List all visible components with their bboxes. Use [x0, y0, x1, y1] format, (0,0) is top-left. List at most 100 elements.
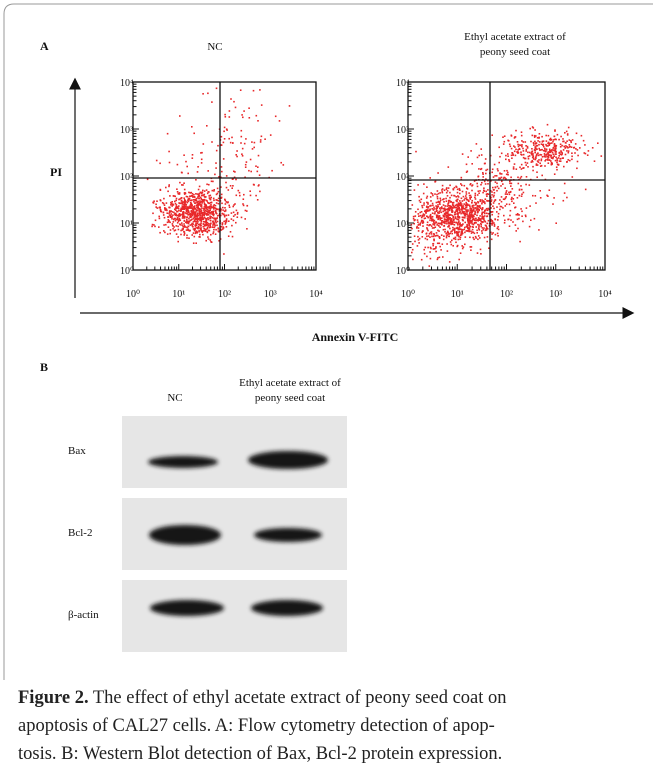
event-dot [213, 208, 215, 210]
event-dot [418, 215, 420, 217]
event-dot [547, 134, 550, 137]
event-dot [454, 230, 456, 233]
event-dot [576, 160, 579, 163]
event-dot [521, 193, 523, 195]
event-dot [423, 204, 425, 206]
event-dot [177, 240, 179, 243]
event-dot [461, 219, 464, 221]
event-dot [271, 169, 273, 172]
event-dot [159, 231, 161, 234]
event-dot [477, 201, 479, 203]
event-dot [221, 222, 224, 225]
event-dot [435, 247, 437, 249]
event-dot [466, 223, 468, 226]
event-dot [214, 220, 217, 223]
event-dot [206, 214, 208, 216]
event-dot [478, 168, 480, 170]
event-dot [259, 190, 261, 193]
event-dot [202, 189, 204, 192]
event-dot [206, 217, 208, 220]
event-dot [231, 187, 233, 189]
event-dot [421, 204, 423, 207]
event-dot [483, 187, 485, 189]
event-dot [466, 226, 468, 228]
event-dot [549, 139, 552, 141]
event-dot [527, 151, 529, 154]
event-dot [475, 204, 477, 206]
event-dot [429, 196, 432, 198]
event-dot [249, 190, 251, 192]
event-dot [195, 179, 197, 181]
event-dot [206, 226, 209, 229]
event-dot [444, 213, 446, 216]
event-dot [187, 221, 190, 224]
event-dot [437, 192, 440, 195]
figure: A PI Annexin V-FITC B NC10⁰10⁰10¹10¹10²1… [3, 3, 653, 680]
event-dot [548, 189, 551, 191]
event-dot [427, 216, 429, 219]
event-dot [430, 192, 432, 194]
event-dot [560, 150, 562, 152]
event-dot [479, 222, 482, 225]
event-dot [448, 233, 450, 235]
event-dot [442, 210, 444, 213]
event-dot [207, 214, 209, 216]
event-dot [190, 214, 193, 216]
event-dot [492, 176, 495, 178]
event-dot [546, 194, 548, 197]
event-dot [472, 231, 475, 234]
event-dot [173, 229, 176, 232]
event-dot [421, 215, 424, 218]
event-dot [549, 150, 551, 153]
event-dot [567, 147, 569, 149]
event-dot [535, 202, 537, 204]
event-dot [570, 146, 573, 148]
event-dot [257, 166, 259, 168]
event-dot [524, 214, 527, 217]
event-dot [474, 198, 477, 200]
event-dot [228, 110, 231, 112]
event-dot [498, 146, 500, 149]
event-dot [521, 140, 523, 142]
event-dot [485, 229, 488, 231]
event-dot [437, 222, 440, 225]
event-dot [236, 216, 239, 218]
event-dot [200, 200, 203, 202]
event-dot [505, 173, 508, 176]
event-dot [442, 256, 444, 258]
event-dot [182, 206, 184, 208]
event-dot [195, 224, 198, 227]
event-dot [191, 214, 194, 216]
event-dot [441, 243, 444, 245]
event-dot [546, 159, 549, 161]
event-dot [533, 217, 536, 220]
event-dot [586, 154, 589, 156]
event-dot [447, 218, 450, 221]
event-dot [439, 207, 441, 210]
event-dot [513, 163, 516, 165]
event-dot [428, 265, 431, 267]
event-dot [210, 222, 212, 225]
event-dot [447, 212, 449, 215]
event-dot [563, 165, 565, 168]
event-dot [189, 216, 191, 218]
event-dot [539, 162, 541, 165]
event-dot [525, 176, 528, 178]
frame [3, 3, 653, 680]
event-dot [532, 127, 535, 129]
event-dot [469, 217, 472, 220]
event-dot [146, 178, 149, 181]
event-dot [464, 215, 466, 217]
event-dot [232, 219, 235, 222]
event-dot [446, 215, 448, 218]
event-dot [481, 202, 483, 205]
event-dot [425, 232, 428, 235]
event-dot [176, 188, 178, 190]
event-dot [446, 230, 449, 233]
event-dot [487, 219, 490, 222]
event-dot [497, 219, 499, 221]
event-dot [484, 209, 486, 212]
event-dot [419, 214, 422, 217]
event-dot [420, 211, 423, 213]
event-dot [215, 221, 217, 224]
